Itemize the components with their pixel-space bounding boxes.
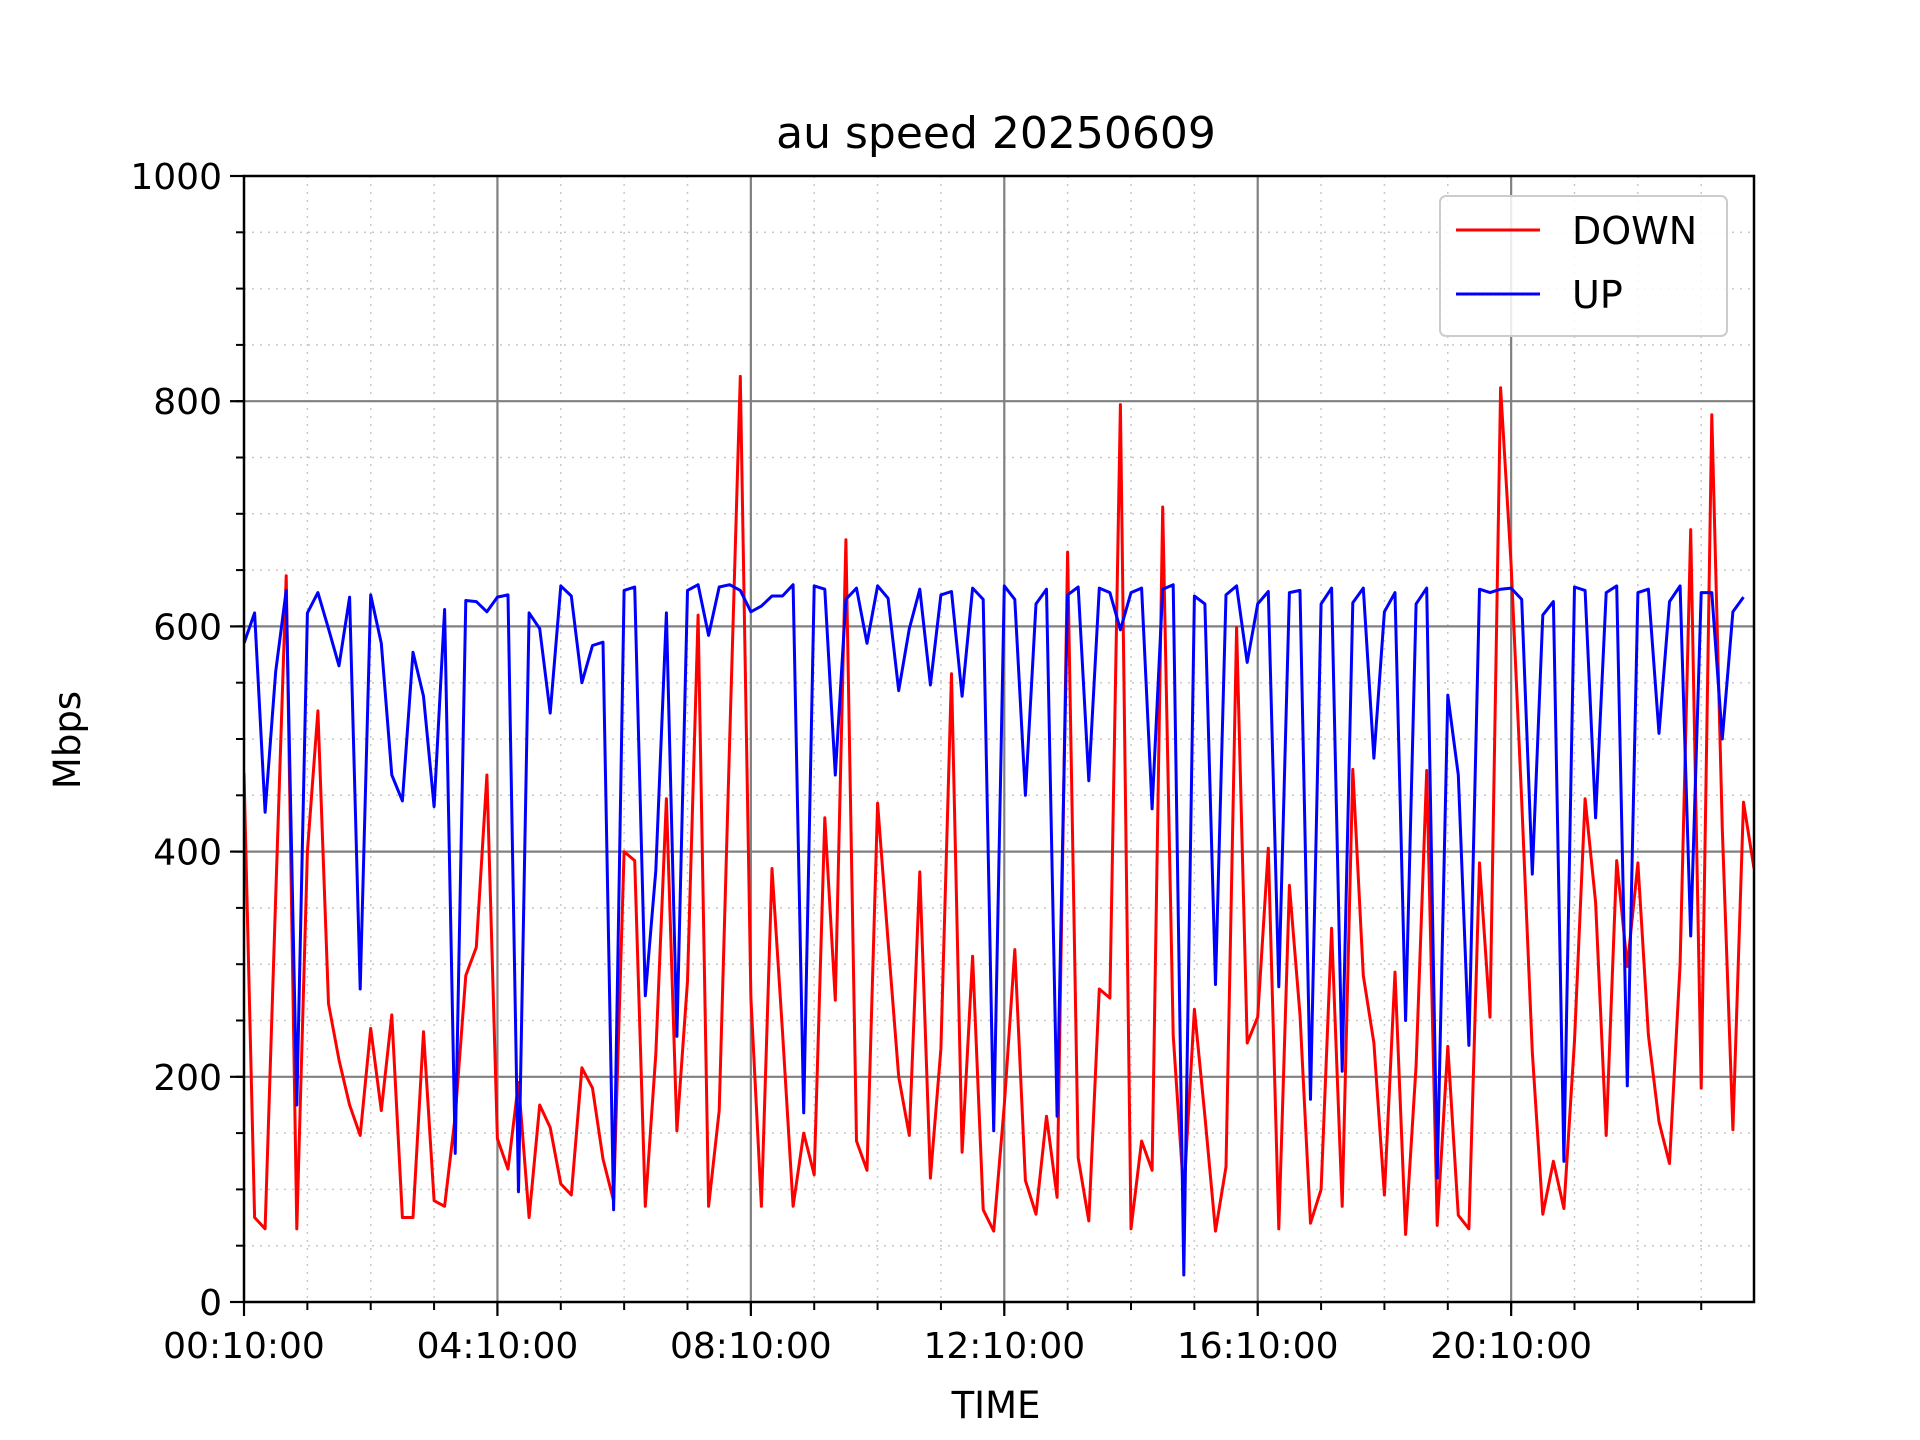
x-tick-label: 16:10:00 bbox=[1177, 1326, 1339, 1367]
y-tick-label: 800 bbox=[153, 382, 222, 423]
legend: DOWN UP bbox=[1439, 195, 1728, 337]
y-axis-label: Mbps bbox=[46, 691, 89, 789]
y-tick-label: 400 bbox=[153, 833, 222, 874]
y-tick-label: 600 bbox=[153, 607, 222, 648]
series-line-up bbox=[244, 583, 1745, 1277]
y-tick-label: 1000 bbox=[130, 157, 222, 198]
x-tick-label: 20:10:00 bbox=[1430, 1326, 1592, 1367]
series-layer bbox=[244, 374, 1754, 1277]
major-grid bbox=[244, 176, 1754, 1302]
y-tick-label: 200 bbox=[153, 1058, 222, 1099]
x-tick-label: 04:10:00 bbox=[417, 1326, 579, 1367]
axis-ticks bbox=[230, 174, 1703, 1316]
x-tick-label: 00:10:00 bbox=[163, 1326, 325, 1367]
chart-title: au speed 20250609 bbox=[776, 108, 1216, 159]
x-axis-label: TIME bbox=[951, 1384, 1041, 1427]
legend-label-down: DOWN bbox=[1572, 209, 1697, 253]
x-tick-label: 12:10:00 bbox=[923, 1326, 1085, 1367]
legend-label-up: UP bbox=[1572, 273, 1623, 317]
x-tick-label: 08:10:00 bbox=[670, 1326, 832, 1367]
series-line-down bbox=[244, 374, 1754, 1236]
y-tick-label: 0 bbox=[199, 1283, 222, 1324]
tick-labels: 00:10:00 04:10:00 08:10:00 12:10:00 16:10:00… bbox=[130, 157, 1592, 1367]
